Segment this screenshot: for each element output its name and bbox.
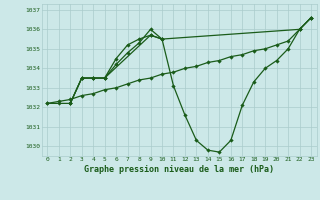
X-axis label: Graphe pression niveau de la mer (hPa): Graphe pression niveau de la mer (hPa) [84, 165, 274, 174]
